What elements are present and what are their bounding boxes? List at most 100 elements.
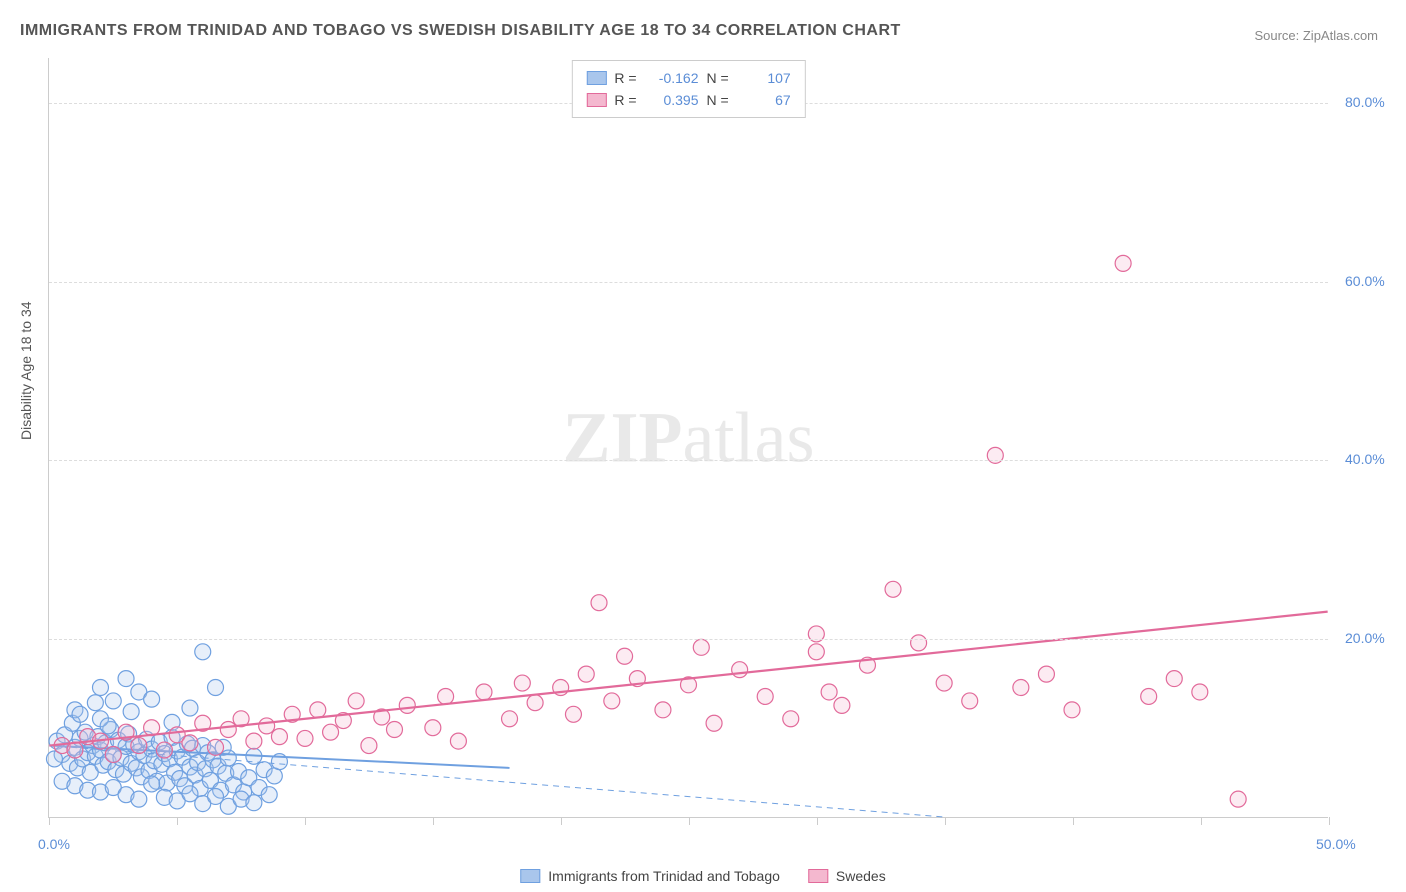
y-tick-label: 40.0% xyxy=(1345,451,1385,467)
data-point xyxy=(144,776,160,792)
legend-row-2: R = 0.395 N = 67 xyxy=(586,89,790,111)
data-point xyxy=(220,722,236,738)
legend-item: Swedes xyxy=(808,868,886,884)
data-point xyxy=(1192,684,1208,700)
data-point xyxy=(208,739,224,755)
data-point xyxy=(266,768,282,784)
x-tick xyxy=(945,817,946,825)
data-point xyxy=(476,684,492,700)
data-point xyxy=(118,671,134,687)
data-point xyxy=(757,688,773,704)
data-point xyxy=(1013,680,1029,696)
data-point xyxy=(246,733,262,749)
data-point xyxy=(271,729,287,745)
source-attribution: Source: ZipAtlas.com xyxy=(1254,28,1378,43)
n-label: N = xyxy=(707,67,729,89)
data-point xyxy=(131,791,147,807)
data-point xyxy=(1064,702,1080,718)
data-point xyxy=(182,735,198,751)
legend-label: Swedes xyxy=(836,868,886,884)
gridline xyxy=(49,282,1328,283)
legend-row-1: R = -0.162 N = 107 xyxy=(586,67,790,89)
data-point xyxy=(450,733,466,749)
x-tick xyxy=(305,817,306,825)
n-value-1: 107 xyxy=(737,67,791,89)
data-point xyxy=(87,695,103,711)
trend-line xyxy=(49,612,1327,746)
data-point xyxy=(361,738,377,754)
data-point xyxy=(821,684,837,700)
data-point xyxy=(1141,688,1157,704)
x-axis-left-label: 0.0% xyxy=(38,836,70,852)
data-point xyxy=(92,680,108,696)
data-point xyxy=(578,666,594,682)
data-point xyxy=(182,700,198,716)
legend-swatch xyxy=(520,869,540,883)
y-tick-label: 60.0% xyxy=(1345,273,1385,289)
data-point xyxy=(144,691,160,707)
r-label: R = xyxy=(614,89,636,111)
data-point xyxy=(693,639,709,655)
data-point xyxy=(246,795,262,811)
data-point xyxy=(808,644,824,660)
data-point xyxy=(323,724,339,740)
data-point xyxy=(783,711,799,727)
data-point xyxy=(348,693,364,709)
data-point xyxy=(131,738,147,754)
x-tick xyxy=(1201,817,1202,825)
x-tick xyxy=(817,817,818,825)
data-point xyxy=(156,742,172,758)
gridline xyxy=(49,460,1328,461)
legend-swatch xyxy=(808,869,828,883)
data-point xyxy=(732,662,748,678)
r-value-1: -0.162 xyxy=(645,67,699,89)
y-tick-label: 20.0% xyxy=(1345,630,1385,646)
legend-label: Immigrants from Trinidad and Tobago xyxy=(548,868,780,884)
data-point xyxy=(195,644,211,660)
chart-title: IMMIGRANTS FROM TRINIDAD AND TOBAGO VS S… xyxy=(20,22,901,40)
data-point xyxy=(1115,255,1131,271)
n-value-2: 67 xyxy=(737,89,791,111)
x-tick xyxy=(561,817,562,825)
scatter-svg xyxy=(49,58,1328,817)
data-point xyxy=(502,711,518,727)
data-point xyxy=(220,750,236,766)
data-point xyxy=(936,675,952,691)
swatch-series2 xyxy=(586,93,606,107)
data-point xyxy=(123,704,139,720)
gridline xyxy=(49,639,1328,640)
data-point xyxy=(105,693,121,709)
y-tick-label: 80.0% xyxy=(1345,94,1385,110)
swatch-series1 xyxy=(586,71,606,85)
data-point xyxy=(105,747,121,763)
data-point xyxy=(438,688,454,704)
data-point xyxy=(962,693,978,709)
correlation-legend: R = -0.162 N = 107 R = 0.395 N = 67 xyxy=(571,60,805,118)
data-point xyxy=(261,787,277,803)
series-legend: Immigrants from Trinidad and Tobago Swede… xyxy=(520,868,885,884)
x-tick xyxy=(49,817,50,825)
x-tick xyxy=(1329,817,1330,825)
data-point xyxy=(100,718,116,734)
data-point xyxy=(911,635,927,651)
data-point xyxy=(1230,791,1246,807)
data-point xyxy=(399,697,415,713)
data-point xyxy=(386,722,402,738)
data-point xyxy=(527,695,543,711)
data-point xyxy=(617,648,633,664)
data-point xyxy=(565,706,581,722)
data-point xyxy=(425,720,441,736)
data-point xyxy=(297,730,313,746)
data-point xyxy=(834,697,850,713)
data-point xyxy=(1166,671,1182,687)
legend-item: Immigrants from Trinidad and Tobago xyxy=(520,868,780,884)
data-point xyxy=(604,693,620,709)
data-point xyxy=(591,595,607,611)
data-point xyxy=(655,702,671,718)
plot-area: ZIPatlas R = -0.162 N = 107 R = 0.395 N … xyxy=(48,58,1328,818)
data-point xyxy=(310,702,326,718)
x-tick xyxy=(689,817,690,825)
x-tick xyxy=(177,817,178,825)
data-point xyxy=(259,718,275,734)
data-point xyxy=(1038,666,1054,682)
